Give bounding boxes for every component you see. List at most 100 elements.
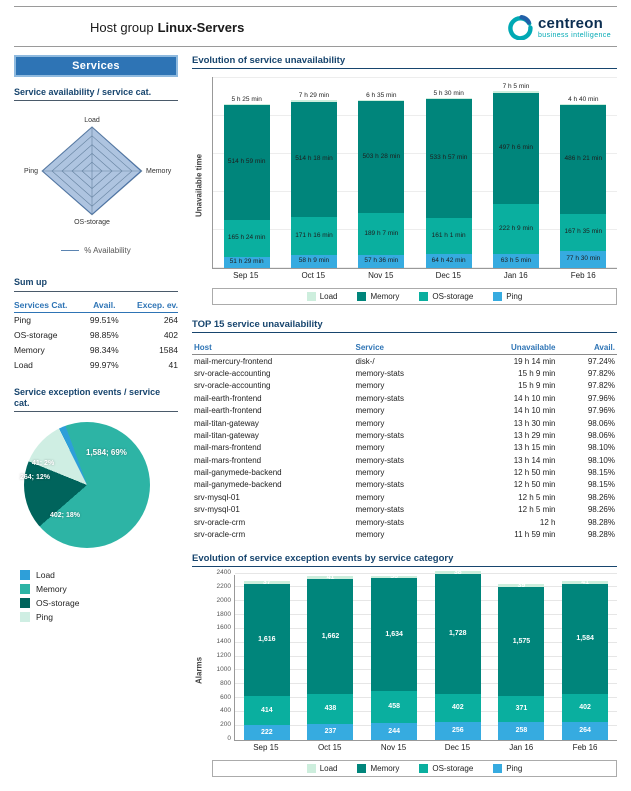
gridline	[235, 641, 617, 643]
bar-segment-value: 57 h 36 min	[364, 257, 399, 265]
bar-segment-ping: 57 h 36 min	[358, 255, 405, 268]
bar-segment-ping: 256	[434, 721, 481, 740]
table-cell: 15 h 9 min	[518, 381, 556, 391]
top15-title: TOP 15 service unavailability	[192, 319, 617, 333]
bar-segment-value: 41	[327, 576, 335, 579]
availability-section-title: Service availability / service cat.	[14, 87, 178, 102]
bar-segment-ping: 264	[562, 721, 609, 740]
stacked-bar-sep-15: 37 1,616 414 222	[243, 580, 290, 740]
unavailability-chart: Unavailable time 5 h 25 min 514 h 59 min 1…	[192, 77, 617, 305]
sumup-cell: 264	[163, 315, 178, 325]
sumup-row: Ping 99.51% 264	[14, 312, 178, 328]
table-cell: 98.06%	[587, 430, 615, 440]
centreon-swirl-icon	[508, 15, 533, 40]
bar-segment-os_storage: 402	[562, 693, 609, 722]
y-axis-tick-label: 600	[220, 693, 231, 701]
legend-label: OS-storage	[432, 292, 474, 301]
exception-plot: 371,616414222411,662438237361,6344582443…	[217, 570, 617, 742]
bar-segment-value: 63 h 5 min	[500, 256, 532, 264]
logo-text: centreon business intelligence	[538, 16, 611, 39]
y-axis-tick-label: 200	[220, 721, 231, 729]
y-axis-tick-label: 800	[220, 679, 231, 687]
bar-segment-value: 165 h 24 min	[227, 234, 266, 242]
x-axis-tick-label: Dec 15	[435, 271, 461, 280]
table-cell: srv-oracle-accounting	[194, 369, 271, 379]
y-axis-tick-label: 1800	[216, 610, 231, 618]
bar-label-load: 6 h 35 min	[366, 92, 397, 99]
legend-item-ping: Ping	[493, 763, 523, 773]
bar-segment-os_storage: 167 h 35 min	[560, 214, 607, 251]
table-cell: mail-earth-frontend	[194, 393, 262, 403]
table-row: mail-earth-frontend memory-stats 14 h 10 m…	[192, 392, 617, 404]
main-content: Evolution of service unavailability Unav…	[192, 55, 617, 791]
table-cell: memory-stats	[355, 517, 404, 527]
legend-label: Load	[319, 292, 338, 301]
bar-segment-value: 189 h 7 min	[364, 229, 399, 237]
gridline	[235, 572, 617, 574]
stacked-bar-dec-15: 38 1,728 402 256	[434, 570, 481, 740]
y-axis-tick-label: 2400	[216, 569, 231, 577]
bar-segment-os_storage: 189 h 7 min	[358, 213, 405, 255]
gridline	[235, 724, 617, 726]
table-row: mail-titan-gateway memory 13 h 30 min 98.06…	[192, 417, 617, 429]
sumup-cell: 99.51%	[89, 315, 119, 325]
y-axis-tick-label: 1600	[216, 624, 231, 632]
table-cell: memory	[355, 406, 385, 416]
y-axis-label-alarms: Alarms	[194, 656, 204, 684]
bar-segment-value: 171 h 16 min	[295, 231, 333, 239]
bar-segment-memory: 533 h 57 min	[425, 99, 472, 218]
bar-segment-ping: 64 h 42 min	[425, 254, 472, 268]
pie-slice-label: 402; 18%	[50, 512, 80, 519]
bar-segment-memory: 514 h 18 min	[290, 102, 337, 217]
table-row: mail-earth-frontend memory 14 h 10 min 97.9…	[192, 405, 617, 417]
table-cell: 98.28%	[587, 529, 615, 539]
bar-segment-os_storage: 171 h 16 min	[290, 217, 337, 255]
stacked-bar-nov-15: 6 h 35 min 503 h 28 min 189 h 7 min 57 h 36…	[358, 92, 405, 268]
legend-item-memory: Memory	[357, 763, 399, 773]
bar-segment-value: 222 h 9 min	[498, 224, 533, 232]
page-title-host: Linux-Servers	[157, 19, 245, 35]
bar-segment-value: 514 h 18 min	[295, 155, 333, 163]
stacked-bar-sep-15: 5 h 25 min 514 h 59 min 165 h 24 min 51 h 2…	[223, 96, 270, 268]
gridline	[235, 586, 617, 588]
bar-segment-value: 77 h 30 min	[566, 255, 601, 263]
gridline	[235, 614, 617, 616]
bar-segment-value: 39	[518, 584, 526, 587]
y-axis-tick-label: 400	[220, 707, 231, 715]
legend-item-load: Load	[306, 292, 338, 301]
bar-segment-memory: 1,584	[562, 583, 609, 694]
gridline	[235, 600, 617, 602]
load-swatch	[306, 763, 316, 773]
exception-x-labels: Sep 15 Oct 15 Nov 15 Dec 15 Jan 16 Feb 16	[234, 743, 617, 752]
radar-axis-label: Memory	[146, 168, 172, 175]
table-cell: mail-titan-gateway	[194, 430, 259, 440]
sumup-cell: 99.97%	[89, 360, 119, 370]
table-cell: 98.28%	[587, 517, 615, 527]
bar-segment-load	[425, 98, 472, 99]
os_storage-swatch	[20, 598, 30, 608]
bar-segment-value: 503 h 28 min	[362, 152, 401, 160]
pie-slice-label: 264; 12%	[20, 474, 50, 481]
bar-segment-load: 36	[371, 575, 418, 578]
bar-segment-value: 497 h 6 min	[498, 144, 533, 152]
bar-segment-memory: 1,634	[371, 577, 418, 691]
unavailability-x-labels: Sep 15 Oct 15 Nov 15 Dec 15 Jan 16 Feb 16	[212, 271, 617, 280]
bar-segment-memory: 503 h 28 min	[358, 101, 405, 213]
top15-header-row: Host Service Unavailable Avail.	[192, 341, 617, 355]
bar-segment-value: 64 h 42 min	[431, 256, 466, 264]
sumup-row: OS-storage 98.85% 402	[14, 328, 178, 343]
legend-item-load: Load	[20, 570, 178, 580]
pie	[24, 422, 150, 548]
stacked-bar-feb-16: 41 1,584 402 264	[562, 580, 609, 740]
table-cell: memory-stats	[355, 393, 404, 403]
bar-segment-value: 244	[388, 727, 400, 735]
table-cell: 13 h 15 min	[513, 443, 556, 453]
legend-item-load: Load	[306, 763, 337, 773]
table-row: srv-mysql-01 memory-stats 12 h 5 min 98.26%	[192, 504, 617, 516]
bar-segment-ping: 237	[307, 723, 354, 740]
bar-segment-value: 237	[324, 728, 337, 736]
gridline	[235, 655, 617, 657]
legend-label: Ping	[506, 763, 523, 773]
table-cell: 98.06%	[587, 418, 615, 428]
y-axis-tick-label: 2200	[216, 582, 231, 590]
